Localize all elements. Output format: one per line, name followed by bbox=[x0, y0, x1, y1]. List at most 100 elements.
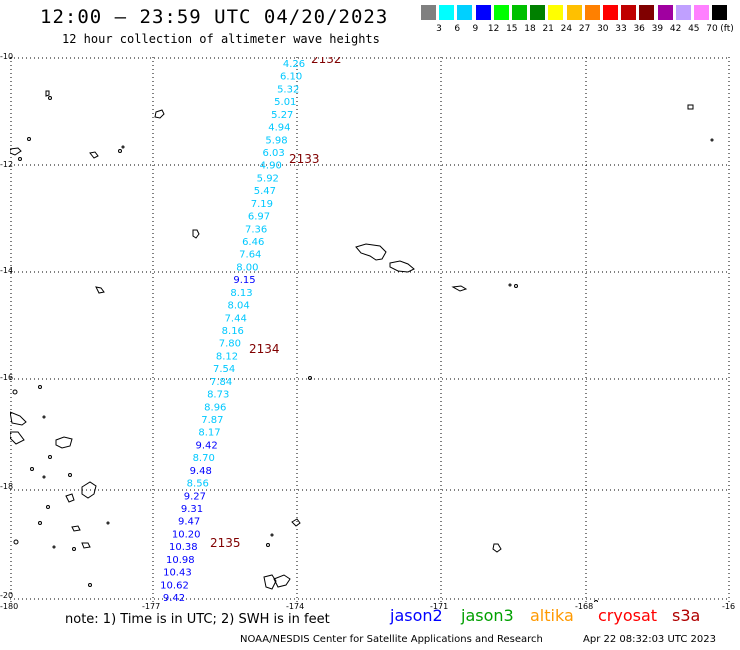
wave-height-label: 7.80 bbox=[219, 339, 241, 350]
scale-swatch bbox=[493, 5, 509, 20]
lat-label: -16 bbox=[0, 373, 14, 382]
wave-height-label: 4.94 bbox=[268, 123, 290, 134]
scale-label: 9 bbox=[472, 24, 479, 34]
scale-label: 42 bbox=[669, 24, 682, 34]
wave-height-label: 6.03 bbox=[262, 148, 284, 159]
lon-label: -16 bbox=[722, 602, 736, 611]
lon-label: -180 bbox=[0, 602, 19, 611]
scale-swatch bbox=[421, 5, 436, 20]
time-labels: 2132 2133 2134 2135 bbox=[210, 57, 342, 550]
wave-height-label: 8.56 bbox=[187, 479, 209, 490]
wave-height-label: 9.27 bbox=[184, 491, 206, 502]
pass-time-label: 2133 bbox=[289, 152, 320, 166]
wave-height-label: 7.19 bbox=[251, 199, 273, 210]
wave-height-label: 9.42 bbox=[163, 593, 185, 602]
wave-height-label: 9.31 bbox=[181, 504, 203, 515]
scale-swatch bbox=[457, 5, 473, 20]
scale-swatch bbox=[512, 5, 527, 20]
wave-height-label: 8.16 bbox=[222, 326, 244, 337]
wave-height-label: 8.17 bbox=[198, 428, 220, 439]
scale-label: 21 bbox=[542, 24, 554, 34]
scale-label: 6 bbox=[454, 24, 461, 34]
wave-height-label: 6.46 bbox=[242, 237, 264, 248]
satellite-legend-jason2: jason2 bbox=[390, 606, 443, 625]
wave-height-label: 10.38 bbox=[169, 542, 198, 553]
lat-label: -14 bbox=[0, 266, 14, 275]
scale-swatch bbox=[639, 5, 655, 20]
satellite-legend-jason3: jason3 bbox=[461, 606, 514, 625]
scale-swatch bbox=[675, 5, 691, 20]
lat-label: -10 bbox=[0, 52, 14, 61]
wave-height-label: 10.20 bbox=[172, 529, 201, 540]
scale-swatch bbox=[657, 5, 673, 20]
scale-swatch bbox=[621, 5, 637, 20]
lat-label: -20 bbox=[0, 591, 14, 600]
scale-swatch bbox=[712, 5, 728, 20]
lat-label: -12 bbox=[0, 160, 14, 169]
wave-height-label: 5.92 bbox=[257, 173, 279, 184]
scale-label: 45 bbox=[688, 24, 700, 34]
wave-height-label: 5.01 bbox=[274, 97, 296, 108]
wave-height-label: 8.04 bbox=[227, 301, 249, 312]
scale-label: 15 bbox=[506, 24, 518, 34]
observation-track: 4.26 6.105.32 5.01 5.27 4.945.98 6.03 4.905.92… bbox=[160, 59, 305, 602]
lon-label: -177 bbox=[142, 602, 161, 611]
scale-swatch bbox=[603, 5, 618, 20]
scale-swatch bbox=[530, 5, 546, 20]
scale-label: 70 bbox=[706, 24, 718, 34]
generated-timestamp: Apr 22 08:32:03 UTC 2023 bbox=[583, 634, 716, 645]
wave-height-label: 8.70 bbox=[193, 453, 215, 464]
satellite-legend-cryosat: cryosat bbox=[598, 606, 658, 625]
wave-height-label: 4.90 bbox=[260, 161, 282, 172]
wave-height-label: 9.48 bbox=[190, 466, 212, 477]
lon-label: -174 bbox=[286, 602, 305, 611]
map-title: 12:00 – 23:59 UTC 04/20/2023 bbox=[40, 6, 389, 28]
wave-height-label: 8.12 bbox=[216, 351, 238, 362]
lat-label: -18 bbox=[0, 482, 14, 491]
wave-height-label: 10.43 bbox=[163, 568, 192, 579]
lon-label: -168 bbox=[575, 602, 594, 611]
scale-label: 30 bbox=[597, 24, 609, 34]
scale-swatch bbox=[439, 5, 455, 20]
scale-label: 33 bbox=[615, 24, 627, 34]
wave-height-label: 7.36 bbox=[245, 224, 267, 235]
wave-height-label: 5.32 bbox=[277, 84, 299, 95]
scale-label: 12 bbox=[487, 24, 500, 34]
satellite-legend-altika: altika bbox=[530, 606, 574, 625]
scale-label: 36 bbox=[633, 24, 645, 34]
credit-line: NOAA/NESDIS Center for Satellite Applica… bbox=[240, 634, 543, 645]
wave-height-label: 7.44 bbox=[225, 313, 247, 324]
wave-height-label: 5.27 bbox=[271, 110, 293, 121]
footer-note: note: 1) Time is in UTC; 2) SWH is in fe… bbox=[65, 612, 330, 627]
pass-time-label: 2134 bbox=[249, 342, 280, 356]
wave-height-label: 9.42 bbox=[195, 440, 217, 451]
coastlines bbox=[10, 90, 714, 602]
scale-label: 24 bbox=[560, 24, 573, 34]
map-subtitle: 12 hour collection of altimeter wave hei… bbox=[62, 32, 380, 46]
wave-height-label: 7.64 bbox=[239, 250, 261, 261]
lon-label: -171 bbox=[430, 602, 449, 611]
pass-time-label: 2135 bbox=[210, 536, 241, 550]
wave-height-label: 9.47 bbox=[178, 517, 200, 528]
wave-height-label: 10.98 bbox=[166, 555, 195, 566]
satellite-legend-s3a: s3a bbox=[672, 606, 701, 625]
scale-swatch bbox=[694, 5, 709, 20]
wave-height-label: 8.96 bbox=[204, 402, 226, 413]
wave-height-label: 7.87 bbox=[201, 415, 223, 426]
scale-label: 27 bbox=[578, 24, 591, 34]
map-canvas: 4.26 6.105.32 5.01 5.27 4.945.98 6.03 4.905.92… bbox=[10, 57, 730, 602]
wave-height-label: 10.62 bbox=[160, 580, 189, 591]
wave-height-label: 8.13 bbox=[230, 288, 252, 299]
graticule bbox=[10, 57, 730, 602]
pass-time-label: 2132 bbox=[311, 57, 342, 66]
wave-height-label: 4.26 bbox=[283, 59, 305, 70]
wave-height-label: 5.47 bbox=[254, 186, 276, 197]
wave-height-label: 8.73 bbox=[207, 390, 229, 401]
wave-height-label: 6.10 bbox=[280, 72, 302, 83]
scale-unit: (ft) bbox=[720, 24, 734, 34]
wave-height-label: 9.15 bbox=[233, 275, 255, 286]
scale-label: 39 bbox=[651, 24, 664, 34]
scale-swatch bbox=[475, 5, 491, 20]
wave-height-label: 8.00 bbox=[236, 262, 258, 273]
scale-swatch bbox=[566, 5, 582, 20]
